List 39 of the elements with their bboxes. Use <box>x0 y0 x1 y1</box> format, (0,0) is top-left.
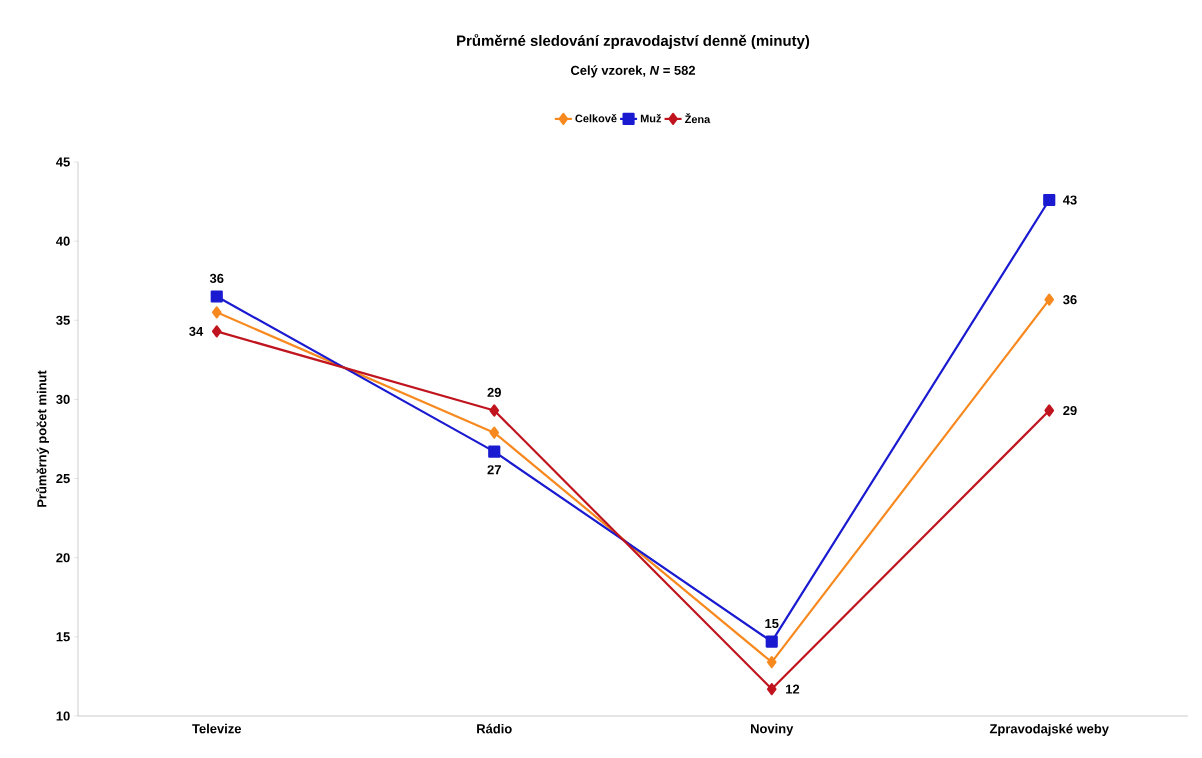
data-label: 36 <box>209 273 224 284</box>
point <box>765 635 778 648</box>
data-label: 43 <box>1062 195 1077 205</box>
point <box>211 325 222 338</box>
chart-subtitle: Celý vzorek, N = 582 <box>570 65 696 78</box>
data-label: 36 <box>1063 295 1077 305</box>
x-tick-label: Rádio <box>477 723 512 734</box>
y-tick-label: 10 <box>56 711 70 721</box>
y-tick-label: 20 <box>56 553 70 563</box>
data-label: 29 <box>1063 405 1077 416</box>
y-tick-label: 15 <box>56 632 70 642</box>
point <box>1044 404 1055 417</box>
data-label: 29 <box>487 387 501 397</box>
data-label: 12 <box>786 684 800 694</box>
x-tick-label: Zpravodajské weby <box>989 723 1109 736</box>
point <box>1044 293 1055 306</box>
legend-label: Muž <box>640 114 662 123</box>
data-label: 27 <box>487 465 501 475</box>
y-tick-label: 35 <box>56 315 70 325</box>
y-axis-title: Průměrný počet minut <box>35 370 49 507</box>
y-tick-label: 25 <box>56 473 70 484</box>
point <box>1043 193 1056 207</box>
point <box>488 445 501 458</box>
x-tick-label: Televize <box>192 723 242 734</box>
point <box>489 404 500 417</box>
point <box>766 656 777 669</box>
point <box>210 290 223 303</box>
point <box>766 683 777 696</box>
point <box>489 426 500 439</box>
y-tick-label: 45 <box>56 157 70 167</box>
chart-title: Průměrné sledování zpravodajství denně (minuty) <box>457 33 810 49</box>
data-label: 15 <box>765 619 779 629</box>
y-tick-label: 40 <box>56 236 70 246</box>
x-tick-label: Noviny <box>751 723 794 736</box>
legend-label: Celkově <box>575 114 617 123</box>
data-label: 34 <box>189 326 204 336</box>
y-tick-label: 30 <box>56 394 70 405</box>
point <box>211 306 222 319</box>
legend-label: Žena <box>684 113 711 124</box>
